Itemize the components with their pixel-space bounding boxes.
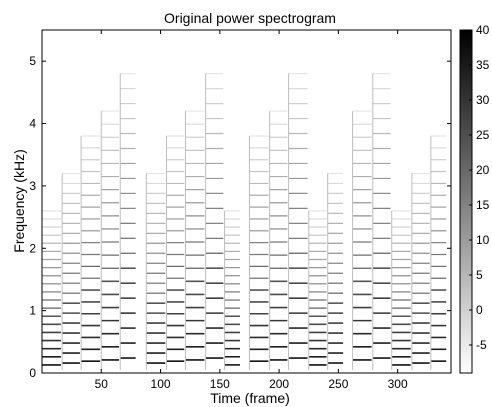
x-tick-label: 300 (388, 377, 408, 391)
colorbar-tick-label: 0 (476, 303, 483, 317)
colorbar-tick-label: 25 (476, 128, 490, 142)
plot-background (42, 30, 451, 373)
colorbar-tick-label: 30 (476, 93, 490, 107)
colorbar-tick-label: 10 (476, 233, 490, 247)
chart-title: Original power spectrogram (164, 10, 336, 26)
x-tick-label: 150 (210, 377, 230, 391)
colorbar-gradient (459, 29, 473, 374)
x-axis-label: Time (frame) (210, 390, 290, 406)
y-tick-label: 3 (29, 179, 36, 193)
colorbar-tick-label: 15 (476, 198, 490, 212)
colorbar-tick-label: -5 (476, 338, 487, 352)
x-tick-label: 50 (95, 377, 109, 391)
colorbar: -5 0 5 10 15 20 25 30 35 40 (459, 23, 490, 374)
colorbar-tick-label: 40 (476, 23, 490, 37)
x-tick-label: 100 (151, 377, 171, 391)
y-tick-label: 1 (29, 304, 36, 318)
plot-frame (41, 29, 452, 374)
y-tick-label: 4 (29, 117, 36, 131)
y-tick-label: 5 (29, 54, 36, 68)
x-axis-ticks: 50 100 150 200 250 300 (95, 30, 408, 391)
x-tick-label: 200 (269, 377, 289, 391)
y-axis-ticks: 0 1 2 3 4 5 (29, 54, 451, 380)
colorbar-ticks: -5 0 5 10 15 20 25 30 35 40 (469, 23, 490, 352)
colorbar-tick-label: 35 (476, 58, 490, 72)
y-tick-label: 2 (29, 241, 36, 255)
y-tick-label: 0 (29, 366, 36, 380)
y-axis-label: Frequency (kHz) (11, 149, 27, 252)
spectrogram-marks (41, 73, 447, 370)
colorbar-tick-label: 5 (476, 268, 483, 282)
colorbar-tick-label: 20 (476, 163, 490, 177)
x-tick-label: 250 (328, 377, 348, 391)
plot-area: 50 100 150 200 250 300 0 1 2 3 4 5 (29, 29, 452, 391)
